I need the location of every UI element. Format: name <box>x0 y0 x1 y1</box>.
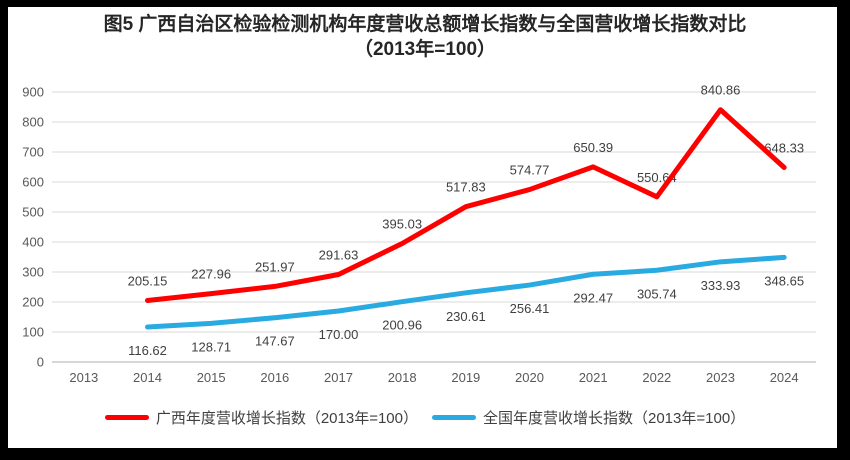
y-tick-label: 200 <box>22 295 44 310</box>
x-tick-label: 2016 <box>260 370 289 385</box>
national-series-swatch <box>432 415 476 420</box>
guangxi-series-line <box>145 107 787 303</box>
y-tick-label: 600 <box>22 175 44 190</box>
national-series-label: 全国年度营收增长指数（2013年=100） <box>483 410 746 427</box>
x-tick-label: 2021 <box>579 370 608 385</box>
data-label: 840.86 <box>701 83 741 98</box>
data-label: 116.62 <box>128 343 167 358</box>
data-label: 517.83 <box>446 180 486 195</box>
y-tick-label: 300 <box>22 265 44 280</box>
data-label: 170.00 <box>319 327 359 342</box>
data-label: 256.41 <box>510 301 550 316</box>
chart-title: 图5 广西自治区检验检测机构年度营收总额增长指数与全国营收增长指数对比（2013… <box>0 12 850 62</box>
y-tick-label: 700 <box>22 145 44 160</box>
x-tick-label: 2014 <box>133 370 162 385</box>
data-label: 251.97 <box>255 259 295 274</box>
x-tick-label: 2020 <box>515 370 544 385</box>
guangxi-series-label: 广西年度营收增长指数（2013年=100） <box>155 410 418 427</box>
x-tick-label: 2013 <box>69 370 98 385</box>
data-label: 230.61 <box>446 309 486 324</box>
data-label: 305.74 <box>637 286 677 301</box>
data-label: 648.33 <box>764 141 804 156</box>
data-label: 395.03 <box>382 216 422 231</box>
data-label: 348.65 <box>764 273 804 288</box>
y-tick-label: 500 <box>22 205 44 220</box>
data-label: 128.71 <box>191 339 231 354</box>
data-label: 574.77 <box>510 163 550 178</box>
chart-title-text: 图5 广西自治区检验检测机构年度营收总额增长指数与全国营收增长指数对比（2013… <box>103 14 747 60</box>
legend-item-national: 全国年度营收增长指数（2013年=100） <box>432 407 745 428</box>
data-label: 147.67 <box>255 334 295 349</box>
data-label: 650.39 <box>573 140 613 155</box>
y-tick-label: 400 <box>22 235 44 250</box>
data-label: 333.93 <box>701 278 741 293</box>
data-label: 291.63 <box>319 248 359 263</box>
data-label: 292.47 <box>573 290 613 305</box>
chart-legend: 广西年度营收增长指数（2013年=100） 全国年度营收增长指数（2013年=1… <box>0 407 850 428</box>
x-tick-label: 2024 <box>770 370 799 385</box>
x-tick-label: 2019 <box>451 370 480 385</box>
x-tick-label: 2015 <box>197 370 226 385</box>
x-tick-label: 2023 <box>706 370 735 385</box>
y-tick-label: 100 <box>22 325 44 340</box>
x-tick-label: 2018 <box>388 370 417 385</box>
x-tick-label: 2022 <box>642 370 671 385</box>
y-tick-label: 0 <box>37 355 44 370</box>
legend-item-guangxi: 广西年度营收增长指数（2013年=100） <box>104 407 418 428</box>
national-series-line <box>145 254 787 330</box>
y-tick-label: 900 <box>22 85 44 100</box>
data-label: 205.15 <box>128 273 168 288</box>
data-label: 200.96 <box>382 318 422 333</box>
guangxi-series-swatch <box>104 415 149 420</box>
x-tick-label: 2017 <box>324 370 353 385</box>
y-tick-label: 800 <box>22 115 44 130</box>
data-label: 227.96 <box>191 267 231 282</box>
